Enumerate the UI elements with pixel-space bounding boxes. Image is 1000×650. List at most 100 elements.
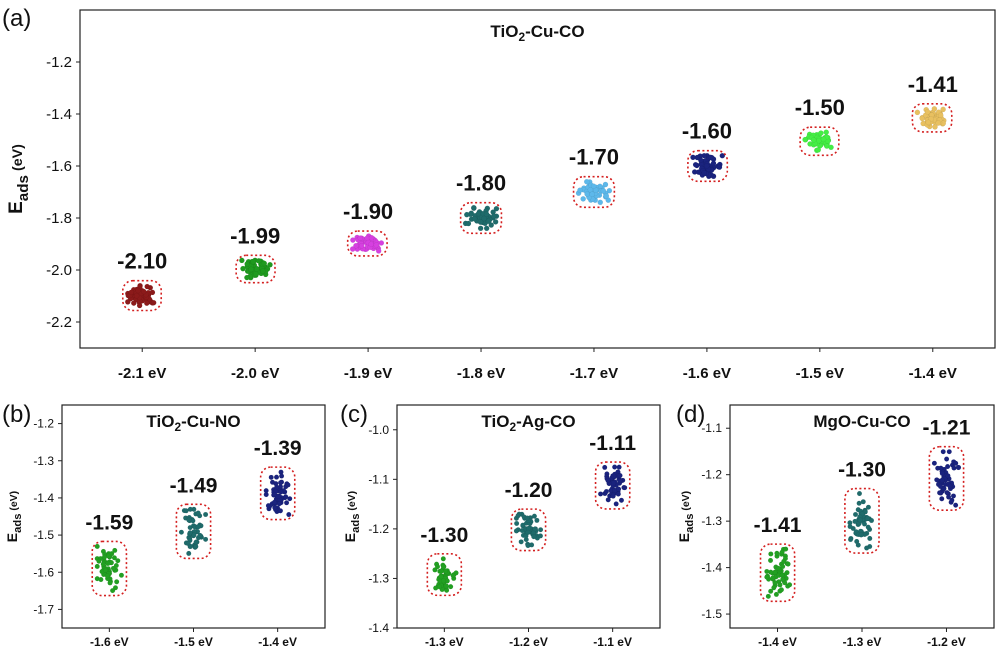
panel-title: TiO2-Cu-CO	[490, 22, 584, 44]
data-point	[947, 483, 953, 489]
data-point	[951, 465, 957, 471]
data-value-label: -2.10	[117, 249, 167, 274]
x-tick-label: -1.9 eV	[344, 365, 392, 382]
cluster-highlight-box	[687, 149, 729, 183]
cluster-highlight-box	[759, 543, 796, 603]
data-value-label: -1.39	[254, 437, 302, 460]
data-point	[128, 289, 135, 296]
data-point	[764, 574, 770, 580]
data-point	[443, 583, 449, 589]
data-cluster: -1.99	[230, 223, 280, 284]
y-tick-label: -1.4	[701, 561, 722, 575]
data-point	[133, 292, 140, 299]
data-point	[440, 556, 446, 562]
data-point	[100, 561, 106, 567]
data-cluster: -1.39	[254, 437, 302, 521]
data-point	[816, 137, 822, 144]
data-point	[240, 265, 246, 272]
cluster-highlight-box	[259, 466, 296, 521]
data-point	[935, 465, 941, 471]
y-tick-label: -1.0	[368, 423, 389, 437]
cluster-highlight-box	[510, 508, 547, 552]
data-point	[131, 300, 137, 306]
data-point	[935, 120, 941, 126]
data-point	[622, 485, 628, 491]
data-point	[940, 449, 946, 455]
data-point	[485, 218, 492, 224]
chart-panel-a: (a) -1.2 -1.4 -1.6 -1.8 -2.0 -2.2 -2.1 eV -2.0 e…	[2, 5, 996, 382]
data-point	[781, 558, 787, 564]
y-tick-label: -1.3	[368, 571, 389, 585]
data-point	[490, 213, 497, 219]
data-point	[520, 522, 526, 528]
data-point	[285, 482, 291, 488]
data-cluster: -1.30	[838, 459, 886, 554]
data-point	[261, 260, 268, 267]
cluster-highlight-box	[459, 201, 503, 235]
data-point	[944, 456, 950, 462]
data-point	[577, 187, 583, 193]
data-point	[436, 584, 442, 590]
y-tick-label: -1.5	[33, 528, 54, 542]
data-point	[606, 187, 613, 194]
data-point	[590, 183, 597, 189]
data-point	[273, 474, 280, 480]
data-point	[852, 511, 859, 518]
data-point	[945, 473, 951, 479]
data-point	[203, 511, 209, 518]
data-point	[611, 480, 617, 486]
data-point	[823, 129, 829, 135]
data-point	[537, 533, 544, 539]
panel-letter: (c)	[340, 401, 368, 428]
data-point	[852, 518, 858, 525]
data-point	[764, 568, 770, 575]
x-tick-label: -1.2 eV	[509, 635, 548, 649]
data-point	[716, 164, 723, 170]
data-point	[932, 124, 938, 130]
data-point	[239, 257, 245, 264]
data-point	[867, 535, 873, 542]
data-point	[855, 542, 861, 548]
data-point	[471, 216, 478, 222]
data-point	[283, 494, 289, 500]
y-tick-label: -1.3	[33, 454, 54, 468]
data-point	[271, 491, 277, 497]
data-point	[277, 508, 284, 514]
data-point	[847, 536, 854, 543]
x-tick-label: -1.6 eV	[90, 635, 129, 649]
cluster-highlight-box	[235, 254, 276, 284]
data-point	[186, 550, 192, 556]
data-cluster: -1.59	[85, 511, 133, 597]
data-point	[953, 460, 959, 466]
data-value-label: -1.59	[85, 511, 133, 534]
data-point	[611, 473, 617, 479]
data-cluster: -1.41	[754, 514, 802, 603]
data-point	[350, 237, 356, 243]
data-point	[110, 588, 116, 594]
data-point	[529, 542, 535, 548]
data-point	[864, 545, 870, 551]
data-point	[710, 160, 717, 167]
data-point	[600, 188, 607, 194]
data-point	[125, 299, 131, 305]
cluster-highlight-box	[426, 553, 463, 597]
data-point	[780, 576, 786, 582]
data-point	[477, 225, 484, 232]
data-point	[941, 485, 947, 492]
data-point	[605, 497, 611, 503]
data-point	[955, 464, 961, 470]
data-point	[94, 543, 100, 550]
data-point	[358, 243, 365, 249]
data-point	[931, 106, 938, 112]
data-point	[584, 191, 590, 197]
data-point	[144, 300, 150, 306]
data-point	[701, 170, 707, 176]
data-point	[193, 544, 199, 550]
data-point	[135, 287, 141, 294]
data-point	[113, 562, 119, 569]
data-point	[186, 517, 192, 523]
y-tick-label: -1.7	[33, 602, 54, 616]
data-point	[602, 181, 609, 188]
data-point	[865, 524, 871, 530]
